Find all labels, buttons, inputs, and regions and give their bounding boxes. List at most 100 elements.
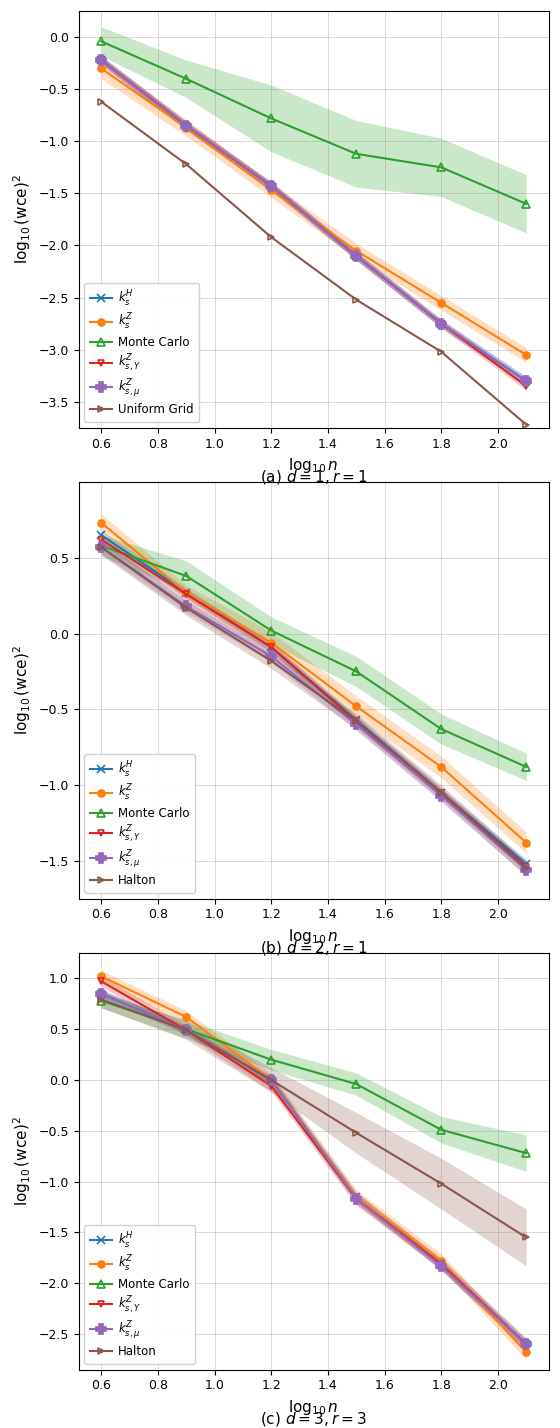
Halton xyxy=(438,784,445,801)
Y-axis label: $\log_{10}(\mathrm{wce})^2$: $\log_{10}(\mathrm{wce})^2$ xyxy=(11,174,33,264)
Legend: $k_s^H$, $k_s^Z$, Monte Carlo, $k_{s,Y}^Z$, $k_{s,\mu}^Z$, Halton: $k_s^H$, $k_s^Z$, Monte Carlo, $k_{s,Y}^… xyxy=(85,754,195,892)
$k_{s,Y}^Z$ xyxy=(353,1191,360,1208)
$k_{s,\mu}^Z$ xyxy=(438,316,445,333)
$k_s^H$ xyxy=(98,527,105,544)
$k_s^Z$ xyxy=(98,968,105,985)
$k_s^Z$ xyxy=(438,758,445,775)
$k_s^Z$ xyxy=(183,119,190,136)
$k_{s,Y}^Z$ xyxy=(268,1078,274,1095)
Monte Carlo xyxy=(268,1051,274,1068)
$k_s^H$ xyxy=(523,855,530,873)
$k_{s,\mu}^Z$ xyxy=(183,117,190,134)
$k_{s,\mu}^Z$ xyxy=(183,1021,190,1038)
$k_{s,\mu}^Z$ xyxy=(268,1071,274,1088)
$k_{s,\mu}^Z$ xyxy=(98,538,105,555)
$k_{s,Y}^Z$ xyxy=(268,638,274,655)
Halton xyxy=(268,653,274,670)
Halton xyxy=(438,1175,445,1192)
$k_{s,Y}^Z$ xyxy=(183,585,190,603)
Monte Carlo xyxy=(523,196,530,213)
Monte Carlo xyxy=(353,663,360,680)
$k_s^Z$ xyxy=(98,514,105,531)
Line: $k_{s,Y}^Z$: $k_{s,Y}^Z$ xyxy=(98,978,530,1348)
$k_{s,Y}^Z$ xyxy=(523,858,530,875)
$k_s^H$ xyxy=(268,1071,274,1088)
$k_{s,\mu}^Z$ xyxy=(353,1191,360,1208)
Line: $k_s^H$: $k_s^H$ xyxy=(97,990,530,1348)
$k_s^H$ xyxy=(268,177,274,194)
Legend: $k_s^H$, $k_s^Z$, Monte Carlo, $k_{s,Y}^Z$, $k_{s,\mu}^Z$, Uniform Grid: $k_s^H$, $k_s^Z$, Monte Carlo, $k_{s,Y}^… xyxy=(85,283,199,421)
Monte Carlo xyxy=(523,1145,530,1162)
$k_s^H$ xyxy=(523,1335,530,1352)
Halton xyxy=(523,1230,530,1247)
$k_s^Z$ xyxy=(353,1188,360,1205)
Line: Halton: Halton xyxy=(98,997,530,1241)
$k_s^Z$ xyxy=(268,634,274,651)
Uniform Grid xyxy=(438,343,445,360)
$k_{s,Y}^Z$ xyxy=(98,972,105,990)
Text: (a) $d = 1, r = 1$: (a) $d = 1, r = 1$ xyxy=(260,468,367,486)
$k_{s,Y}^Z$ xyxy=(438,784,445,801)
Uniform Grid xyxy=(268,228,274,246)
$k_{s,\mu}^Z$ xyxy=(438,787,445,804)
$k_{s,\mu}^Z$ xyxy=(523,373,530,390)
Line: $k_s^Z$: $k_s^Z$ xyxy=(98,64,530,358)
Text: (b) $d = 2, r = 1$: (b) $d = 2, r = 1$ xyxy=(260,938,367,957)
$k_{s,Y}^Z$ xyxy=(98,51,105,69)
$k_s^Z$ xyxy=(438,294,445,311)
$k_{s,Y}^Z$ xyxy=(438,1255,445,1272)
$k_s^H$ xyxy=(438,316,445,333)
$k_s^Z$ xyxy=(523,834,530,851)
Line: $k_s^H$: $k_s^H$ xyxy=(97,56,530,386)
Line: $k_s^Z$: $k_s^Z$ xyxy=(98,520,530,847)
$k_s^Z$ xyxy=(98,60,105,77)
$k_s^H$ xyxy=(183,1021,190,1038)
$k_s^H$ xyxy=(523,373,530,390)
$k_{s,Y}^Z$ xyxy=(523,377,530,394)
$k_{s,Y}^Z$ xyxy=(438,316,445,333)
$k_{s,Y}^Z$ xyxy=(353,713,360,730)
$k_s^H$ xyxy=(268,638,274,655)
Legend: $k_s^H$, $k_s^Z$, Monte Carlo, $k_{s,Y}^Z$, $k_{s,\mu}^Z$, Halton: $k_s^H$, $k_s^Z$, Monte Carlo, $k_{s,Y}^… xyxy=(85,1225,195,1364)
Line: Uniform Grid: Uniform Grid xyxy=(98,99,530,428)
$k_s^Z$ xyxy=(523,347,530,364)
$k_s^Z$ xyxy=(353,698,360,715)
$k_s^Z$ xyxy=(268,181,274,198)
Monte Carlo xyxy=(268,623,274,640)
$k_{s,\mu}^Z$ xyxy=(98,985,105,1002)
Y-axis label: $\log_{10}(\mathrm{wce})^2$: $\log_{10}(\mathrm{wce})^2$ xyxy=(11,1117,33,1207)
Monte Carlo xyxy=(353,146,360,163)
Line: Monte Carlo: Monte Carlo xyxy=(97,997,530,1157)
$k_s^H$ xyxy=(438,1257,445,1274)
Halton xyxy=(98,538,105,555)
$k_s^H$ xyxy=(98,985,105,1002)
Monte Carlo xyxy=(98,992,105,1010)
$k_{s,Y}^Z$ xyxy=(98,531,105,548)
Line: $k_{s,Y}^Z$: $k_{s,Y}^Z$ xyxy=(98,57,530,390)
Halton xyxy=(268,1071,274,1088)
$k_s^Z$ xyxy=(183,1008,190,1025)
$k_s^H$ xyxy=(353,711,360,728)
Monte Carlo xyxy=(523,758,530,775)
$k_{s,\mu}^Z$ xyxy=(438,1258,445,1275)
Monte Carlo xyxy=(183,70,190,87)
Line: Halton: Halton xyxy=(98,544,530,873)
Halton xyxy=(353,1124,360,1141)
$k_{s,Y}^Z$ xyxy=(183,117,190,134)
Halton xyxy=(353,713,360,730)
Monte Carlo xyxy=(438,159,445,176)
Halton xyxy=(523,860,530,877)
$k_{s,\mu}^Z$ xyxy=(353,247,360,264)
Line: $k_{s,\mu}^Z$: $k_{s,\mu}^Z$ xyxy=(96,988,531,1349)
$k_{s,\mu}^Z$ xyxy=(98,51,105,69)
Line: $k_s^H$: $k_s^H$ xyxy=(97,531,530,868)
$k_{s,\mu}^Z$ xyxy=(523,1335,530,1352)
$k_{s,Y}^Z$ xyxy=(268,177,274,194)
$k_s^Z$ xyxy=(183,584,190,601)
$k_s^H$ xyxy=(183,117,190,134)
Halton xyxy=(183,1021,190,1038)
$k_{s,\mu}^Z$ xyxy=(353,715,360,733)
$k_s^H$ xyxy=(353,1188,360,1205)
Monte Carlo xyxy=(183,567,190,584)
Monte Carlo xyxy=(98,537,105,554)
